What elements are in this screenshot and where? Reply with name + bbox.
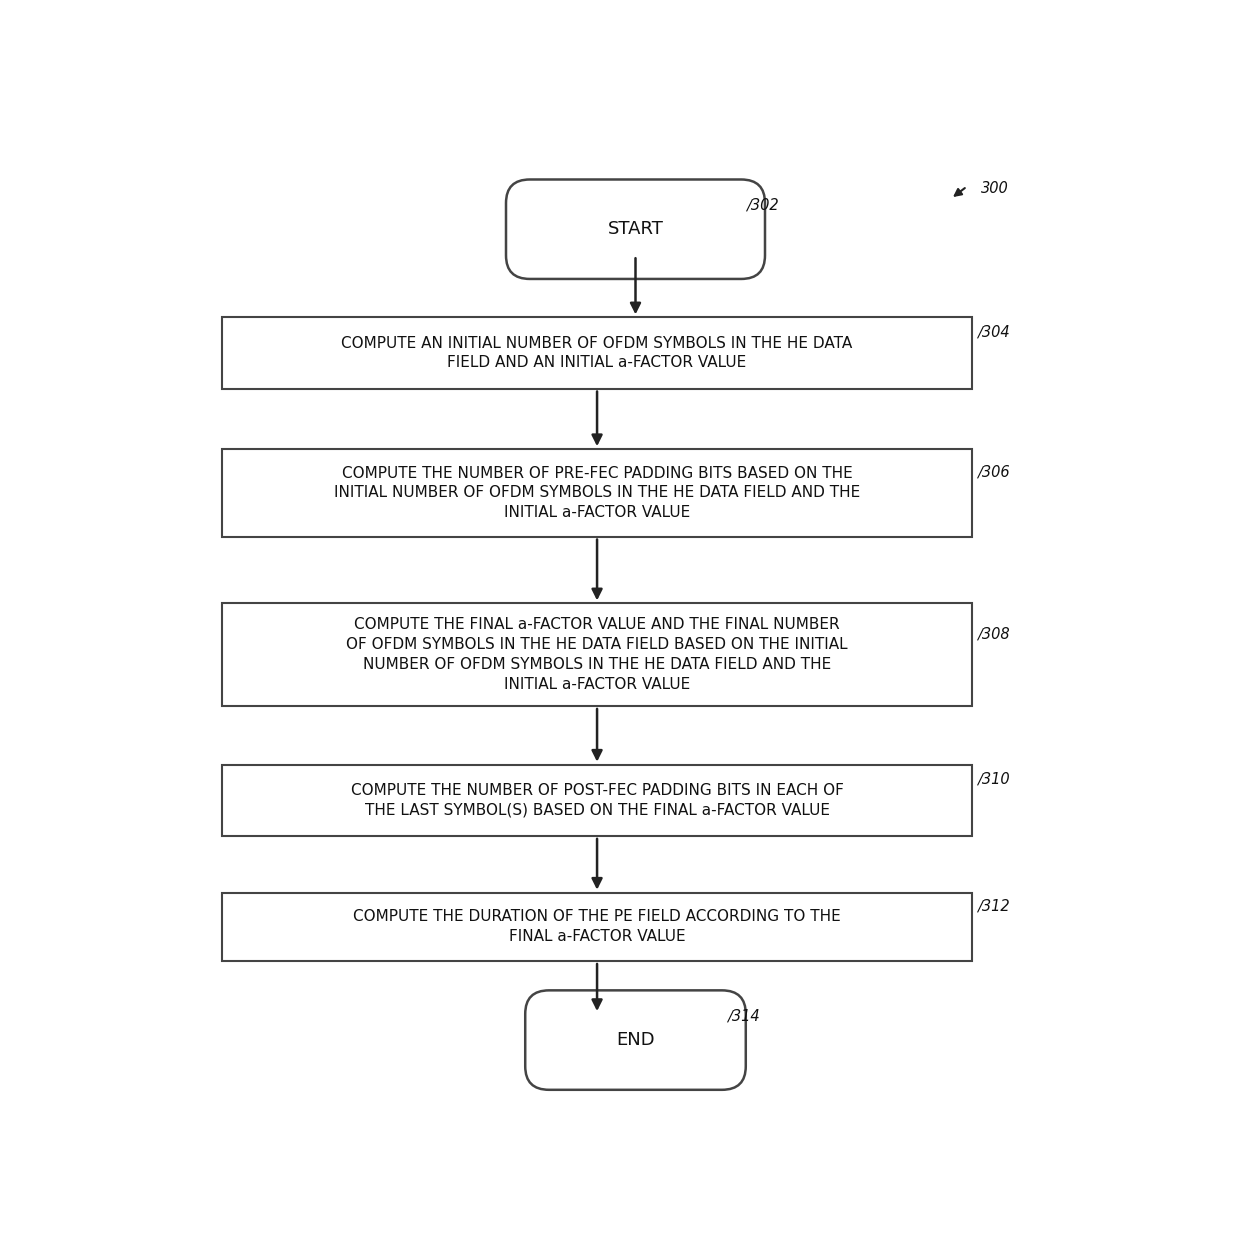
FancyBboxPatch shape xyxy=(222,892,972,962)
Text: COMPUTE THE NUMBER OF POST-FEC PADDING BITS IN EACH OF
THE LAST SYMBOL(S) BASED : COMPUTE THE NUMBER OF POST-FEC PADDING B… xyxy=(351,782,843,818)
Text: COMPUTE THE FINAL a-FACTOR VALUE AND THE FINAL NUMBER
OF OFDM SYMBOLS IN THE HE : COMPUTE THE FINAL a-FACTOR VALUE AND THE… xyxy=(346,618,848,692)
Text: 300: 300 xyxy=(982,180,1009,195)
FancyBboxPatch shape xyxy=(506,179,765,279)
FancyBboxPatch shape xyxy=(222,318,972,388)
Text: ∕306: ∕306 xyxy=(977,465,1009,480)
FancyBboxPatch shape xyxy=(222,765,972,836)
Text: START: START xyxy=(608,220,663,239)
Text: COMPUTE THE DURATION OF THE PE FIELD ACCORDING TO THE
FINAL a-FACTOR VALUE: COMPUTE THE DURATION OF THE PE FIELD ACC… xyxy=(353,910,841,944)
Text: ∕304: ∕304 xyxy=(977,325,1009,340)
Text: COMPUTE AN INITIAL NUMBER OF OFDM SYMBOLS IN THE HE DATA
FIELD AND AN INITIAL a-: COMPUTE AN INITIAL NUMBER OF OFDM SYMBOL… xyxy=(341,335,853,371)
FancyBboxPatch shape xyxy=(222,449,972,536)
Text: END: END xyxy=(616,1031,655,1049)
FancyBboxPatch shape xyxy=(526,990,745,1090)
Text: ∕302: ∕302 xyxy=(746,198,779,213)
Text: ∕308: ∕308 xyxy=(977,627,1009,641)
Text: ∕314: ∕314 xyxy=(727,1009,759,1023)
Text: ∕310: ∕310 xyxy=(977,771,1009,787)
FancyBboxPatch shape xyxy=(222,603,972,706)
Text: ∕312: ∕312 xyxy=(977,899,1009,913)
Text: COMPUTE THE NUMBER OF PRE-FEC PADDING BITS BASED ON THE
INITIAL NUMBER OF OFDM S: COMPUTE THE NUMBER OF PRE-FEC PADDING BI… xyxy=(334,466,861,520)
